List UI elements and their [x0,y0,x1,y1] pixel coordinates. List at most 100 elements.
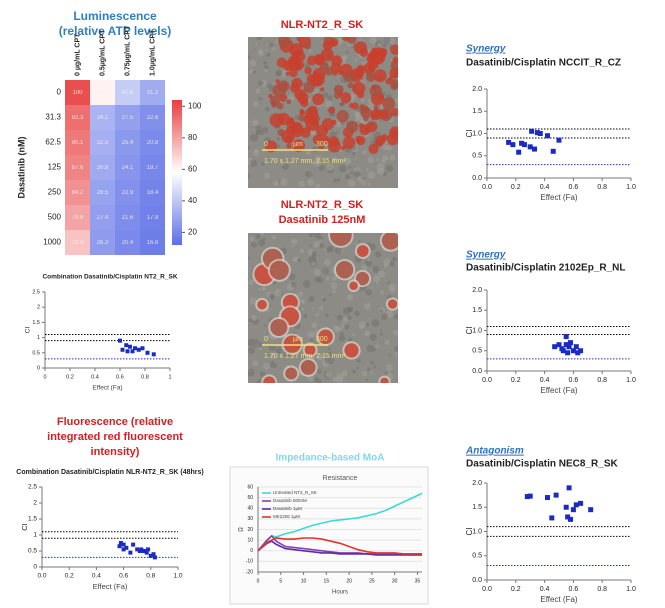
y-tick-label: -10 [246,559,253,565]
x-tick-label: 0 [43,374,46,380]
heatmap-cell [65,130,90,155]
texture [304,170,312,178]
texture [333,178,338,183]
y-tick-label: 0 [33,564,37,571]
texture [370,370,374,374]
texture [354,110,360,117]
y-tick-label: 2.5 [28,484,37,491]
heatmap-cell [140,180,165,205]
texture [335,325,341,331]
texture [379,290,385,295]
scale-end: 300 [316,336,328,343]
texture [250,241,257,248]
cell [288,68,298,78]
texture [389,41,393,45]
texture [339,332,345,337]
texture [347,315,352,320]
texture [371,319,380,328]
texture [307,178,315,186]
texture [322,267,330,275]
cell-value: 27.4 [97,215,109,221]
micrograph [248,233,398,383]
heatmap-cell [90,205,115,230]
cell [285,367,298,380]
texture [248,145,251,150]
texture [271,46,276,51]
data-point [133,346,137,351]
texture [392,256,397,262]
texture [354,310,360,317]
data-point [121,547,126,552]
cell [392,56,398,64]
cell-value: 87.6 [72,165,84,171]
texture [249,236,255,242]
y-tick-label: 0 [37,365,40,371]
data-point [553,492,559,498]
cell-value: 22.9 [122,190,134,196]
texture [313,158,322,167]
texture [248,68,254,74]
data-point [118,338,122,343]
x-tick-label: 1.0 [626,586,636,593]
heatmap-cell [140,130,165,155]
y-tick-label: 0.5 [28,548,37,555]
texture [347,337,353,342]
cell [322,40,333,51]
data-point [534,130,540,136]
x-axis-label: Effect (Fa) [540,193,578,202]
y-tick-label: 60 [247,484,253,490]
y-tick-label: 2.5 [32,289,40,295]
data-point [144,550,149,555]
cell [313,53,325,66]
legend-label: Untreated NT2_R_SK [273,490,317,495]
texture [251,314,258,321]
y-tick-label: 50 [247,495,253,501]
texture [374,251,382,258]
heatmap-cell [65,80,90,105]
cell [286,99,292,105]
texture [342,175,345,178]
texture [353,170,361,178]
x-tick-label: 5 [279,578,282,584]
texture [251,119,259,127]
cell [285,71,290,76]
data-point [152,555,157,560]
texture [290,244,294,248]
data-point [537,131,543,136]
data-point [516,149,522,155]
x-axis-label: Effect (Fa) [92,385,122,392]
cell [358,123,364,128]
cell-value: 79.8 [72,215,84,221]
x-tick-label: 0 [257,578,260,584]
data-point [135,547,140,552]
texture [268,42,274,48]
row-label: 31.3 [45,113,61,122]
y-tick-label: 40 [247,506,253,512]
texture [351,151,356,156]
cell [291,49,306,64]
cell [394,130,398,136]
texture [297,291,304,298]
data-point [125,349,130,354]
texture [350,92,356,99]
texture [330,282,338,290]
cell [373,69,387,83]
texture [249,159,258,167]
texture [375,344,380,349]
heatmap-cell [140,105,165,130]
texture [367,171,376,179]
texture [336,314,343,321]
cell [269,95,280,106]
texture [249,120,252,123]
texture [394,352,398,355]
section-heading: Luminescence [73,9,157,23]
data-point [566,344,572,350]
data-point [563,334,569,340]
texture [384,262,388,267]
series-line [257,537,422,555]
texture [292,257,298,263]
texture [252,360,259,367]
texture [352,333,356,337]
texture [269,353,276,360]
chart-title: Combination Dasatinib/Cisplatin NT2_R_SK [42,274,177,281]
